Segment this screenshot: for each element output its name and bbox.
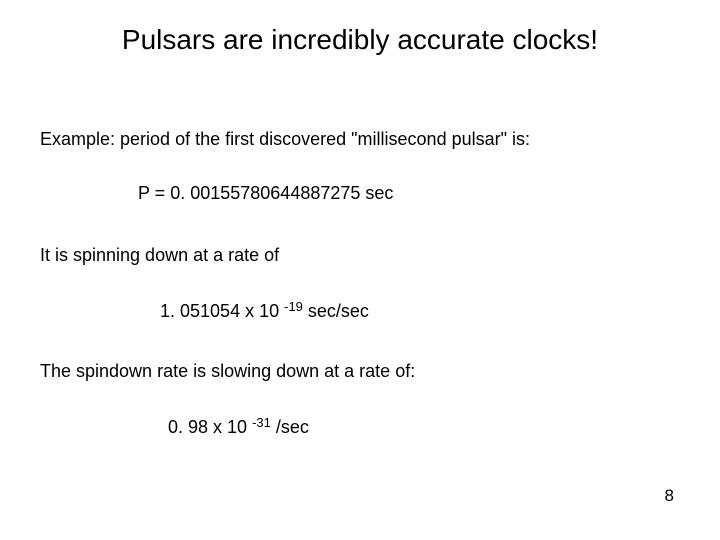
page-number: 8 [665,486,674,506]
slowing-value: 0. 98 x 10 -31 /sec [168,414,309,439]
slowing-exponent: -31 [252,415,271,430]
slowing-intro: The spindown rate is slowing down at a r… [40,360,415,383]
spindown-value: 1. 051054 x 10 -19 sec/sec [160,298,369,323]
slowing-prefix: 0. 98 x 10 [168,417,252,437]
example-intro: Example: period of the first discovered … [40,128,530,151]
period-value: P = 0. 00155780644887275 sec [138,182,393,205]
slowing-suffix: /sec [271,417,309,437]
spindown-prefix: 1. 051054 x 10 [160,301,284,321]
spindown-exponent: -19 [284,299,303,314]
slide-title: Pulsars are incredibly accurate clocks! [0,24,720,56]
spindown-intro: It is spinning down at a rate of [40,244,279,267]
spindown-suffix: sec/sec [303,301,369,321]
slide: Pulsars are incredibly accurate clocks! … [0,0,720,540]
